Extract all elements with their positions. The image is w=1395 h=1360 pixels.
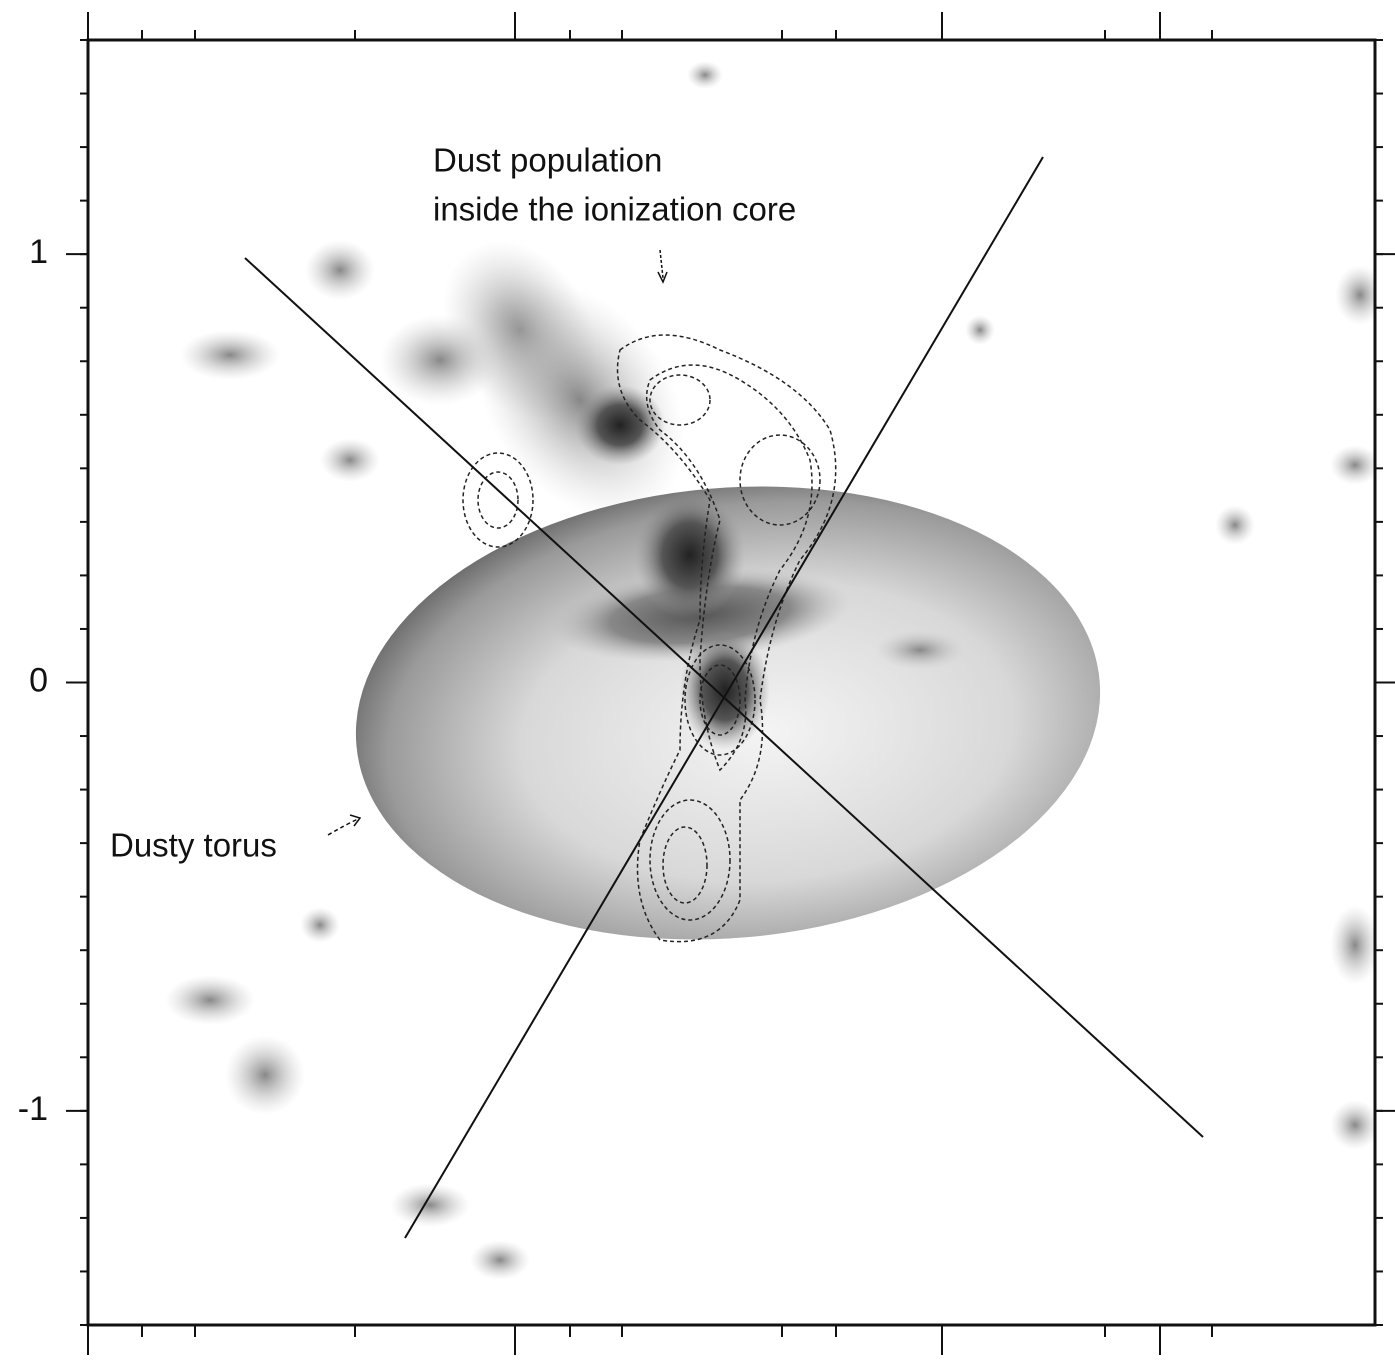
image: [165, 61, 1385, 1280]
figure: Dust population inside the ionization co…: [0, 0, 1395, 1360]
y-tick-label: 0: [29, 661, 48, 699]
annotation: Dust population: [433, 142, 662, 179]
y-tick-label: -1: [18, 1090, 48, 1128]
y-tick-label: 1: [29, 233, 48, 271]
annotation: inside the ionization core: [433, 191, 796, 228]
annotation: Dusty torus: [110, 827, 277, 864]
